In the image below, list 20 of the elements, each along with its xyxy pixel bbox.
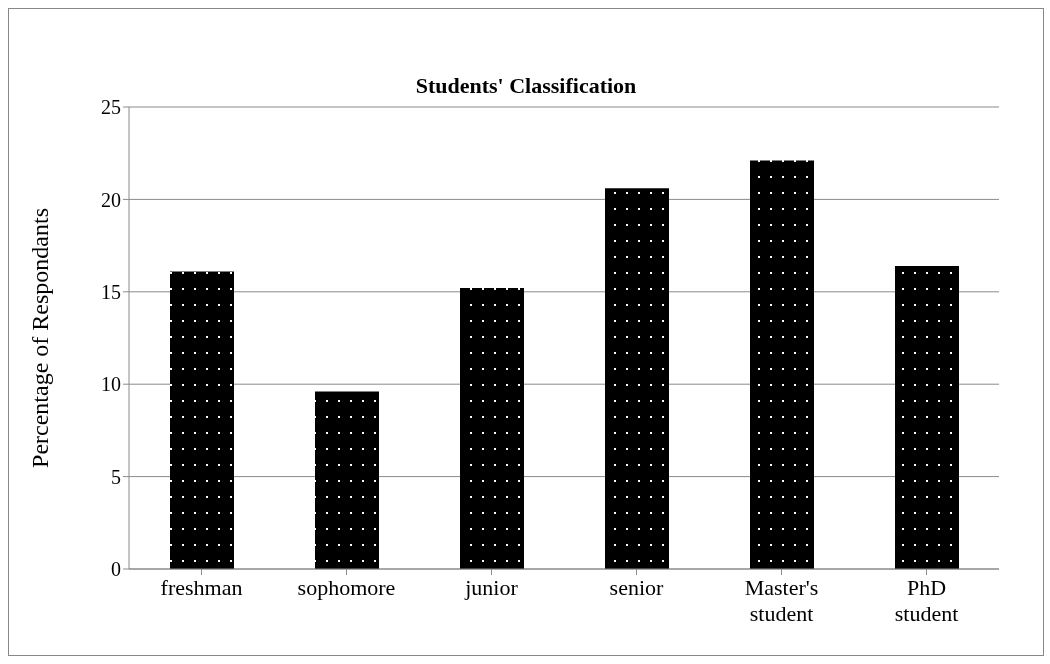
bar: [170, 271, 234, 569]
x-tick-label: sophomore: [297, 575, 396, 600]
y-axis-title: Percentage of Respondants: [26, 208, 53, 468]
bar: [895, 265, 959, 569]
chart-title: Students' Classification: [415, 73, 637, 98]
bar: [460, 288, 524, 569]
bar: [750, 160, 814, 569]
x-tick-label: PhD student: [894, 575, 959, 626]
x-tick-label: freshman: [160, 575, 243, 600]
y-tick-label: 5: [111, 465, 121, 488]
y-tick-label: 0: [111, 558, 121, 581]
x-tick-label: Master's student: [744, 575, 819, 626]
bar: [605, 188, 669, 569]
bar: [315, 391, 379, 569]
x-tick-label: senior: [609, 575, 665, 600]
y-tick-label: 20: [101, 188, 121, 211]
x-tick-label: junior: [464, 575, 519, 600]
y-tick-label: 25: [101, 96, 121, 119]
y-tick-label: 15: [101, 280, 121, 303]
y-tick-label: 10: [101, 373, 121, 396]
